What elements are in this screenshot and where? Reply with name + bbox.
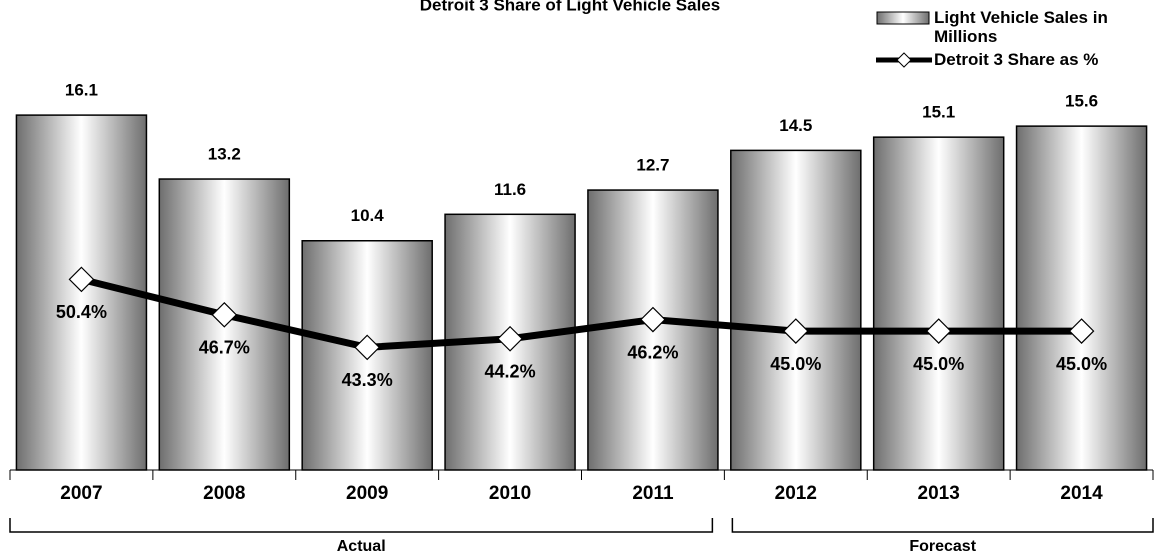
bar-value-label: 12.7 — [636, 156, 669, 175]
x-tick-label: 2012 — [775, 483, 817, 504]
x-tick-label: 2007 — [60, 483, 102, 504]
x-tick-label: 2011 — [632, 483, 674, 504]
line-value-label: 45.0% — [770, 354, 821, 374]
legend-label: Detroit 3 Share as % — [934, 50, 1099, 69]
line-value-label: 46.7% — [199, 338, 250, 358]
bar — [730, 149, 862, 471]
annotation: Forecast — [909, 538, 976, 555]
line-marker — [68, 266, 95, 293]
x-tick-label: 2014 — [1060, 483, 1103, 504]
line-marker — [354, 334, 381, 361]
bar-value-label: 11.6 — [494, 180, 526, 199]
bar-value-label: 10.4 — [351, 206, 385, 225]
legend-item: Detroit 3 Share as % — [876, 50, 1166, 69]
line-marker — [211, 301, 238, 328]
legend-swatch — [876, 11, 930, 25]
bar-value-label: 16.1 — [65, 81, 98, 100]
x-tick-label: 2013 — [918, 483, 960, 504]
x-tick-label: 2009 — [346, 483, 388, 504]
x-tick-label: 2008 — [203, 483, 245, 504]
legend-bar-swatch — [876, 11, 930, 25]
line-marker — [1068, 318, 1095, 344]
legend-swatch — [876, 52, 932, 68]
bar — [872, 136, 1005, 471]
bar-value-label: 14.5 — [779, 116, 812, 135]
line-value-label: 46.2% — [627, 342, 678, 362]
line — [80, 275, 1082, 351]
line-marker — [497, 325, 523, 352]
line-value-label: 45.0% — [913, 354, 964, 374]
line-marker — [782, 318, 809, 344]
legend-item: Light Vehicle Sales in Millions — [876, 8, 1166, 46]
bracket — [9, 518, 714, 533]
bar-value-label: 15.1 — [922, 103, 955, 122]
line-marker — [925, 318, 952, 344]
line-value-label: 50.4% — [56, 302, 107, 322]
line-value-label: 43.3% — [342, 370, 393, 390]
bar-value-label: 15.6 — [1065, 92, 1098, 111]
line-value-label: 45.0% — [1056, 354, 1107, 374]
legend-label: Light Vehicle Sales in Millions — [934, 8, 1108, 46]
line-value-label: 44.2% — [485, 362, 536, 382]
annotation: Actual — [337, 538, 386, 555]
line-marker — [640, 306, 666, 333]
x-tick-label: 2010 — [489, 483, 531, 504]
chart-title: Detroit 3 Share of Light Vehicle Sales — [420, 0, 720, 14]
bracket — [731, 518, 1154, 533]
legend: Light Vehicle Sales in Millions Detroit 3… — [876, 8, 1166, 73]
legend-marker-swatch — [896, 52, 912, 68]
bar — [1015, 125, 1148, 471]
bar-value-label: 13.2 — [208, 145, 241, 164]
